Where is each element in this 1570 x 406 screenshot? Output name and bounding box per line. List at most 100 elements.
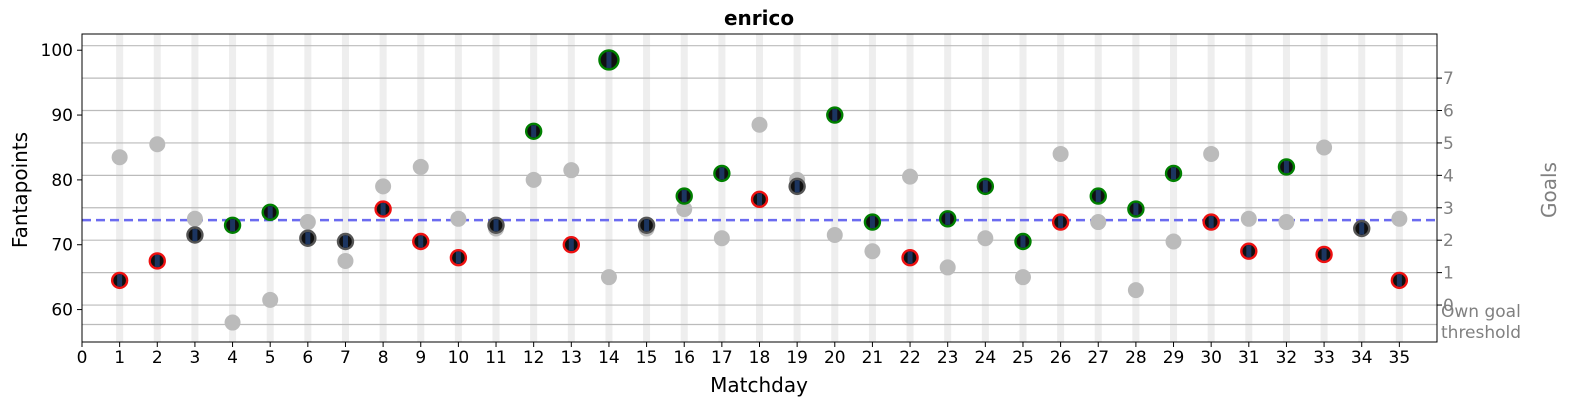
fantapoint-bar [531, 125, 536, 137]
fantapoint-marker [413, 234, 428, 249]
x-tick-label: 9 [415, 348, 426, 368]
reference-point [149, 136, 165, 152]
fantapoint-marker [752, 192, 767, 207]
matchday-stripes [116, 34, 1403, 342]
x-tick-label: 34 [1351, 348, 1373, 368]
y-tick-label: 80 [51, 171, 73, 191]
fantapoint-bar [381, 203, 386, 215]
matchday-stripe [568, 34, 575, 342]
fantapoint-marker [1392, 273, 1407, 288]
reference-point [1391, 211, 1407, 227]
reference-point [187, 211, 203, 227]
matchday-stripe [1019, 34, 1026, 342]
fantapoint-bar [268, 206, 273, 218]
fantapoint-marker [526, 124, 541, 139]
fantapoint-bar [945, 213, 950, 225]
fantapoint-bar [1209, 216, 1214, 228]
reference-point [977, 230, 993, 246]
reference-point [112, 149, 128, 165]
matchday-stripe [493, 34, 500, 342]
fantapoint-bar [155, 255, 160, 267]
fantapoint-marker [639, 218, 654, 233]
x-axis-ticks: 0 1 2 3 4 5 6 7 8 9 10 11 12 13 14 15 16 17 18 19 20 21 22 23 24… [77, 342, 1411, 368]
y-axis-label: Fantapoints [8, 132, 32, 248]
fantapoint-bar [795, 180, 800, 192]
reference-point [1015, 269, 1031, 285]
x-tick-label: 35 [1389, 348, 1411, 368]
fantapoint-bar [719, 167, 724, 179]
fantapoint-marker [599, 50, 618, 69]
fantapoint-marker [714, 166, 729, 181]
matchday-stripe [643, 34, 650, 342]
fantapoint-marker [1015, 234, 1030, 249]
fantapoint-marker [677, 189, 692, 204]
x-tick-label: 19 [786, 348, 808, 368]
fantapoint-bar [1284, 161, 1289, 173]
matchday-stripe [229, 34, 236, 342]
reference-point [940, 259, 956, 275]
y-axis-ticks: 60708090100 [41, 41, 82, 320]
fantapoint-bar [1133, 203, 1138, 215]
matchday-stripe [718, 34, 725, 342]
fantapoint-bar [644, 219, 649, 231]
fantapoint-bar [1359, 223, 1364, 235]
fantapoint-marker [1354, 221, 1369, 236]
matchday-stripe [907, 34, 914, 342]
x-tick-label: 33 [1313, 348, 1335, 368]
fantapoint-bar [569, 239, 574, 251]
fantapoint-bar [983, 180, 988, 192]
goals-axis-label: Goals [1537, 162, 1561, 218]
reference-point [601, 269, 617, 285]
matchday-stripe [455, 34, 462, 342]
reference-point [375, 178, 391, 194]
fantapoint-bar [305, 232, 310, 244]
fantapoint-marker [150, 253, 165, 268]
x-tick-label: 11 [485, 348, 507, 368]
fantapoint-bar [117, 274, 122, 286]
fantapoint-marker [112, 273, 127, 288]
x-tick-label: 31 [1238, 348, 1260, 368]
reference-point [526, 172, 542, 188]
matchday-stripe [1057, 34, 1064, 342]
fantapoint-marker [1166, 166, 1181, 181]
fantapoint-marker [790, 179, 805, 194]
fantapoint-marker [1128, 202, 1143, 217]
matchday-stripe [1396, 34, 1403, 342]
matchday-stripe [869, 34, 876, 342]
fantapoint-bar [1397, 274, 1402, 286]
fantapoint-bar [757, 193, 762, 205]
own-goal-threshold-label: Own goal threshold [1441, 302, 1521, 343]
reference-point [1053, 146, 1069, 162]
x-tick-label: 22 [899, 348, 921, 368]
fantapoint-bar [908, 252, 913, 264]
fantapoint-bar [682, 190, 687, 202]
x-tick-label: 8 [378, 348, 389, 368]
x-tick-label: 28 [1125, 348, 1147, 368]
matchday-stripe [417, 34, 424, 342]
fantapoint-bar [1020, 235, 1025, 247]
goal-tick-label: 6 [1443, 102, 1454, 122]
reference-point [902, 169, 918, 185]
fantapoint-bar [1096, 190, 1101, 202]
goal-tick-label: 1 [1443, 264, 1454, 284]
fantapoint-bar [343, 235, 348, 247]
matchday-stripe [1208, 34, 1215, 342]
fantapoint-marker [376, 202, 391, 217]
fantapoint-marker [1053, 215, 1068, 230]
matchday-stripe [831, 34, 838, 342]
fantapoint-bar [1171, 167, 1176, 179]
fantapoint-marker [489, 218, 504, 233]
fantapoint-marker [1091, 189, 1106, 204]
matchday-stripe [1358, 34, 1365, 342]
matchday-stripe [530, 34, 537, 342]
reference-point [262, 292, 278, 308]
matchday-stripe [116, 34, 123, 342]
fantapoint-bar [1246, 245, 1251, 257]
fantapoint-marker [225, 218, 240, 233]
goal-tick-label: 2 [1443, 231, 1454, 251]
fantapoint-marker [187, 228, 202, 243]
fantapoint-marker [940, 211, 955, 226]
reference-point [1203, 146, 1219, 162]
x-tick-label: 21 [862, 348, 884, 368]
